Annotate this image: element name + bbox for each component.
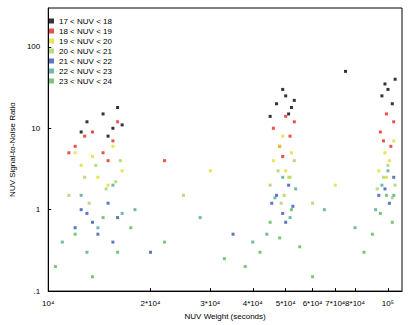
svg-text:100: 100 [27, 42, 41, 51]
svg-text:20 < NUV < 21: 20 < NUV < 21 [59, 47, 112, 56]
svg-text:8*10⁴: 8*10⁴ [345, 299, 365, 308]
svg-text:22 < NUV < 23: 22 < NUV < 23 [59, 67, 112, 76]
svg-text:21 < NUV < 22: 21 < NUV < 22 [59, 57, 112, 66]
svg-text:10⁴: 10⁴ [42, 299, 55, 308]
svg-text:10: 10 [31, 124, 40, 133]
svg-text:NUV Signal-to-Noise Ratio: NUV Signal-to-Noise Ratio [8, 102, 17, 197]
svg-text:6*10⁴: 6*10⁴ [303, 299, 323, 308]
svg-text:18 < NUV < 19: 18 < NUV < 19 [59, 27, 112, 36]
svg-text:10⁵: 10⁵ [382, 299, 394, 308]
svg-text:5*10⁴: 5*10⁴ [276, 299, 296, 308]
svg-text:2*10⁴: 2*10⁴ [141, 299, 161, 308]
svg-text:3*10⁴: 3*10⁴ [200, 299, 220, 308]
svg-text:.1: .1 [34, 287, 41, 296]
svg-text:19 < NUV < 20: 19 < NUV < 20 [59, 37, 112, 46]
svg-text:23 < NUV < 24: 23 < NUV < 24 [59, 77, 112, 86]
svg-text:17 < NUV < 18: 17 < NUV < 18 [59, 17, 112, 26]
svg-text:1: 1 [36, 205, 41, 214]
svg-text:4*10⁴: 4*10⁴ [243, 299, 263, 308]
svg-text:NUV Weight (seconds): NUV Weight (seconds) [185, 312, 267, 321]
svg-text:7*10⁴: 7*10⁴ [325, 299, 345, 308]
